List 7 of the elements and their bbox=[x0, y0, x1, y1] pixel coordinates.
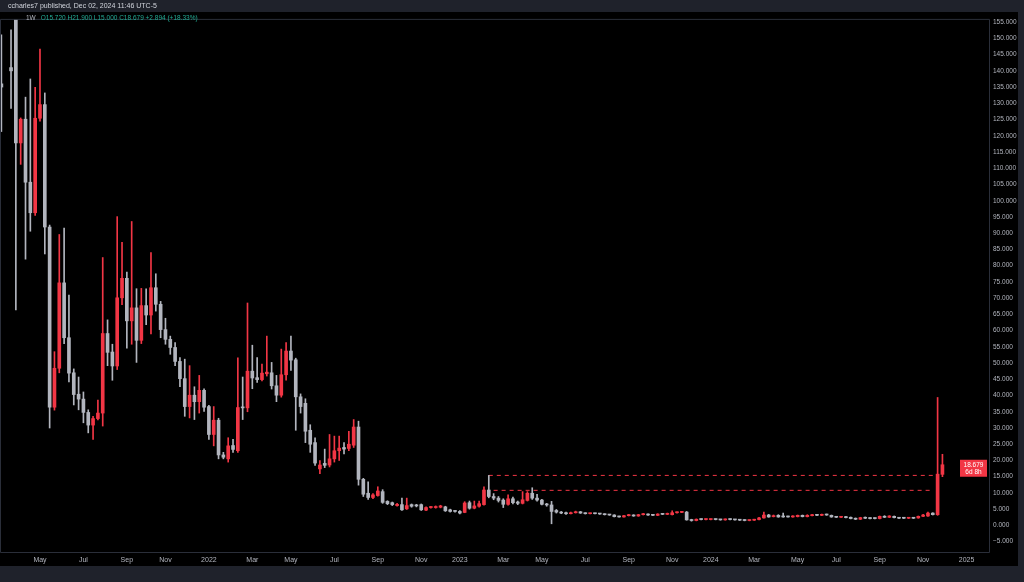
candlestick bbox=[129, 221, 134, 345]
candlestick bbox=[322, 448, 327, 468]
candlestick bbox=[337, 435, 342, 461]
candlestick bbox=[342, 442, 346, 455]
candlestick bbox=[264, 335, 269, 377]
candlestick bbox=[791, 515, 795, 518]
candlestick bbox=[250, 344, 255, 390]
